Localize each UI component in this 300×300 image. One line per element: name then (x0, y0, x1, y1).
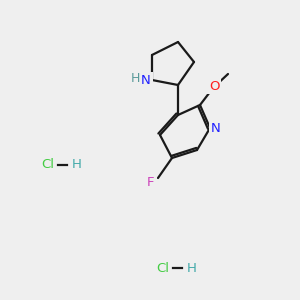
Text: N: N (141, 74, 151, 86)
Text: Cl: Cl (41, 158, 55, 172)
Text: F: F (147, 176, 155, 188)
Text: H: H (72, 158, 82, 172)
Text: H: H (130, 73, 140, 85)
Text: H: H (187, 262, 197, 275)
Text: O: O (209, 80, 219, 92)
Text: Cl: Cl (157, 262, 169, 275)
Text: N: N (211, 122, 221, 134)
